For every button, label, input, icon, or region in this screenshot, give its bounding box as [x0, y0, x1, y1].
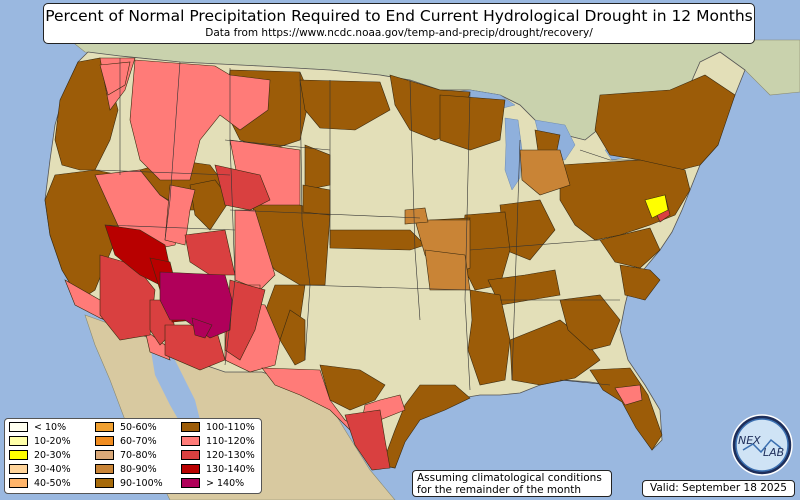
legend-item: 90-100%	[95, 477, 163, 491]
note-line-1: Assuming climatological conditions	[417, 472, 602, 484]
legend-swatch	[95, 477, 114, 488]
logo-text-right: LAB	[763, 446, 784, 459]
region-110-120	[64, 57, 643, 441]
legend-item: 110-120%	[181, 435, 255, 449]
region-20-30	[644, 194, 669, 219]
title-box: Percent of Normal Precipitation Required…	[43, 3, 755, 44]
legend-item: 30-40%	[9, 463, 71, 477]
legend-label: 130-140%	[206, 464, 255, 475]
legend-label: 30-40%	[34, 464, 71, 475]
state-borders	[94, 58, 640, 391]
legend-swatch	[9, 463, 28, 474]
legend-label: < 10%	[34, 422, 67, 433]
legend-swatch	[181, 477, 200, 488]
legend-label: 80-90%	[120, 464, 157, 475]
legend-label: 50-60%	[120, 422, 157, 433]
legend: < 10% 10-20% 20-30% 30-40% 40-50% 50-60%…	[4, 418, 262, 494]
legend-swatch	[9, 421, 28, 432]
legend-item: < 10%	[9, 421, 66, 435]
assumption-note: Assuming climatological conditions for t…	[412, 470, 612, 497]
legend-swatch	[9, 477, 28, 488]
legend-item: 20-30%	[9, 449, 71, 463]
legend-swatch	[181, 449, 200, 460]
legend-item: 50-60%	[95, 421, 157, 435]
legend-item: 100-110%	[181, 421, 255, 435]
legend-swatch	[95, 449, 114, 460]
legend-label: 110-120%	[206, 436, 255, 447]
legend-item: 60-70%	[95, 435, 157, 449]
legend-swatch	[9, 449, 28, 460]
page-title: Percent of Normal Precipitation Required…	[45, 7, 753, 25]
legend-swatch	[181, 463, 200, 474]
legend-item: 10-20%	[9, 435, 71, 449]
legend-label: 20-30%	[34, 450, 71, 461]
legend-item: > 140%	[181, 477, 244, 491]
legend-label: 10-20%	[34, 436, 71, 447]
legend-label: 70-80%	[120, 450, 157, 461]
legend-label: 90-100%	[120, 478, 163, 489]
gulf-of-california	[150, 345, 205, 440]
legend-item: 40-50%	[9, 477, 71, 491]
region-gt-140	[159, 271, 233, 339]
legend-label: 60-70%	[120, 436, 157, 447]
legend-swatch	[181, 421, 200, 432]
legend-item: 120-130%	[181, 449, 255, 463]
valid-date: Valid: September 18 2025	[642, 480, 795, 497]
legend-swatch	[95, 421, 114, 432]
region-80-90	[404, 149, 571, 291]
legend-swatch	[95, 435, 114, 446]
logo-text-left: NEX	[738, 434, 761, 447]
region-120-130	[99, 164, 671, 471]
legend-swatch	[9, 435, 28, 446]
legend-swatch	[95, 463, 114, 474]
page-subtitle: Data from https://www.ncdc.noaa.gov/temp…	[205, 27, 593, 39]
legend-item: 80-90%	[95, 463, 157, 477]
nexlab-logo: NEX LAB	[731, 414, 793, 476]
note-line-2: for the remainder of the month	[417, 484, 582, 496]
legend-label: 100-110%	[206, 422, 255, 433]
legend-swatch	[181, 435, 200, 446]
lake-michigan	[504, 117, 523, 191]
legend-item: 70-80%	[95, 449, 157, 463]
legend-label: 120-130%	[206, 450, 255, 461]
legend-label: > 140%	[206, 478, 245, 489]
legend-label: 40-50%	[34, 478, 71, 489]
legend-item: 130-140%	[181, 463, 255, 477]
